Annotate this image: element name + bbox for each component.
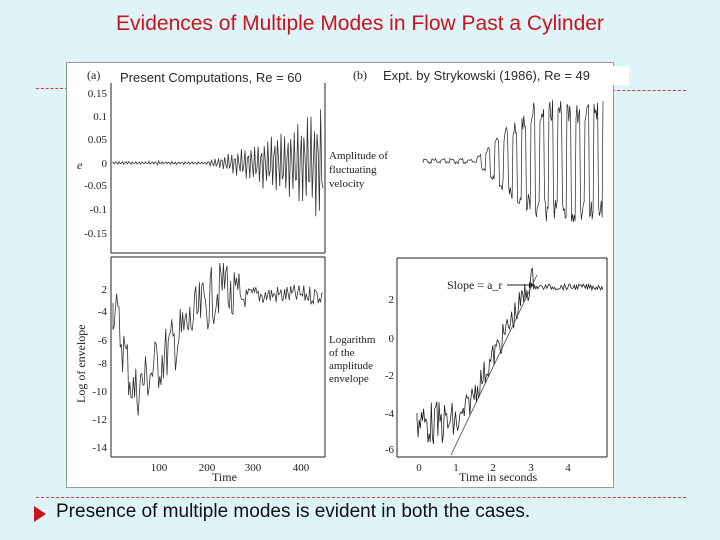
panel-b-bottom-ytick-3: -4: [385, 408, 395, 420]
svg-text:Amplitude of fluctuati: Amplitude of fluctuating velocity: [329, 150, 391, 190]
panel-a-top: (a) e 0.15 0.1 0.05 0 -0.05 -0.1 -0.15: [77, 68, 326, 254]
svg-text:Logarithm of the: Logarithm of the amplitude envelope: [329, 334, 378, 385]
slope-fit-line: [450, 274, 538, 456]
panel-b-xtick-3: 3: [528, 462, 534, 474]
panel-a-bottom-ytick-4: -10: [92, 386, 107, 398]
panel-b-top: (b) Amplitude of fluctuating velocity: [329, 68, 604, 223]
panel-a-bottom-ytick-6: -14: [92, 442, 107, 454]
panel-b-bottom-ylabel-line1: Logarithm: [329, 334, 376, 346]
panel-a-bottom: Log of envelope 2 -4 -6 -8 -10 -12 -14 100 200 3…: [74, 256, 326, 484]
panel-b-slope-annotation: Slope = a_r: [447, 278, 502, 292]
panel-b-bottom-ytick-0: 2: [389, 294, 395, 306]
panel-a-xtick-1: 200: [199, 462, 216, 474]
panel-a-top-ytick-2: 0.05: [88, 134, 108, 146]
panel-a-top-ytick-labels: 0.15 0.1 0.05 0 -0.05 -0.1 -0.15: [84, 88, 107, 240]
panel-b-xtick-0: 0: [416, 462, 422, 474]
panel-a-bottom-ylabel: Log of envelope: [74, 324, 88, 403]
panel-b-bottom: Logarithm of the amplitude envelope 2 0 -2…: [329, 257, 608, 484]
panel-b-bottom-ylabel-line4: envelope: [329, 373, 369, 385]
panel-a-top-ylabel: e: [77, 158, 83, 172]
figure-composite: (a) e 0.15 0.1 0.05 0 -0.05 -0.1 -0.15 Log of …: [66, 62, 614, 488]
panel-b-bottom-ylabel-line3: amplitude: [329, 360, 373, 372]
panel-a-bottom-ytick-labels: 2 -4 -6 -8 -10 -12 -14: [92, 284, 107, 454]
panel-b-xtick-labels: 0 1 2 3 4: [416, 462, 571, 474]
panel-b-top-ylabel-line1: Amplitude of: [329, 150, 388, 162]
panel-b-caption: Expt. by Strykowski (1986), Re = 49: [379, 66, 629, 85]
panel-a-label: (a): [87, 68, 100, 82]
panel-a-bottom-ytick-1: -4: [98, 306, 108, 318]
panel-b-envelope-trace: [416, 267, 604, 444]
panel-a-top-ytick-4: -0.05: [84, 180, 107, 192]
bottom-caption: Presence of multiple modes is evident in…: [56, 501, 531, 522]
panel-a-envelope-trace: [112, 262, 324, 416]
bottom-divider: [36, 497, 686, 498]
top-divider-left: [36, 88, 68, 89]
panel-a-top-ytick-1: 0.1: [93, 111, 107, 123]
panel-b-bottom-ytick-4: -6: [385, 444, 395, 456]
panel-a-top-ytick-3: 0: [102, 158, 108, 170]
panel-a-top-ytick-5: -0.1: [90, 204, 107, 216]
panel-b-bottom-ylabel-line2: of the: [329, 347, 354, 359]
panel-b-top-ylabel-line2: fluctuating: [329, 164, 377, 176]
panel-a-xlabel: Time: [212, 470, 237, 484]
panel-a-bottom-ytick-0: 2: [102, 284, 108, 296]
figure-svg: (a) e 0.15 0.1 0.05 0 -0.05 -0.1 -0.15 Log of …: [74, 68, 608, 484]
panel-a-bottom-ytick-5: -12: [92, 414, 107, 426]
top-divider-right: [612, 90, 686, 91]
panel-b-label: (b): [353, 68, 367, 82]
bullet-arrow-icon: [34, 506, 46, 522]
panel-b-bottom-ytick-2: -2: [385, 370, 394, 382]
panel-b-xtick-1: 1: [453, 462, 459, 474]
panel-a-caption: Present Computations, Re = 60: [116, 68, 306, 87]
panel-b-top-ylabel-line3: velocity: [329, 178, 365, 190]
panel-a-xtick-2: 300: [245, 462, 262, 474]
panel-a-xtick-3: 400: [293, 462, 310, 474]
panel-a-top-ytick-6: -0.15: [84, 228, 107, 240]
panel-b-xtick-4: 4: [565, 462, 571, 474]
panel-a-signal-trace: [112, 109, 324, 217]
panel-b-xlabel: Time in seconds: [459, 470, 538, 484]
panel-b-xtick-2: 2: [490, 462, 496, 474]
panel-a-top-ytick-0: 0.15: [88, 88, 108, 100]
panel-a-bottom-ytick-2: -6: [98, 335, 108, 347]
panel-b-signal-trace: [422, 99, 604, 223]
panel-a-xtick-0: 100: [151, 462, 168, 474]
panel-a-xtick-labels: 100 200 300 400: [151, 462, 310, 474]
slide-title: Evidences of Multiple Modes in Flow Past…: [116, 12, 604, 35]
panel-b-bottom-ytick-1: 0: [389, 333, 395, 345]
panel-a-bottom-ytick-3: -8: [98, 358, 108, 370]
panel-b-bottom-ytick-labels: 2 0 -2 -4 -6: [385, 294, 395, 456]
